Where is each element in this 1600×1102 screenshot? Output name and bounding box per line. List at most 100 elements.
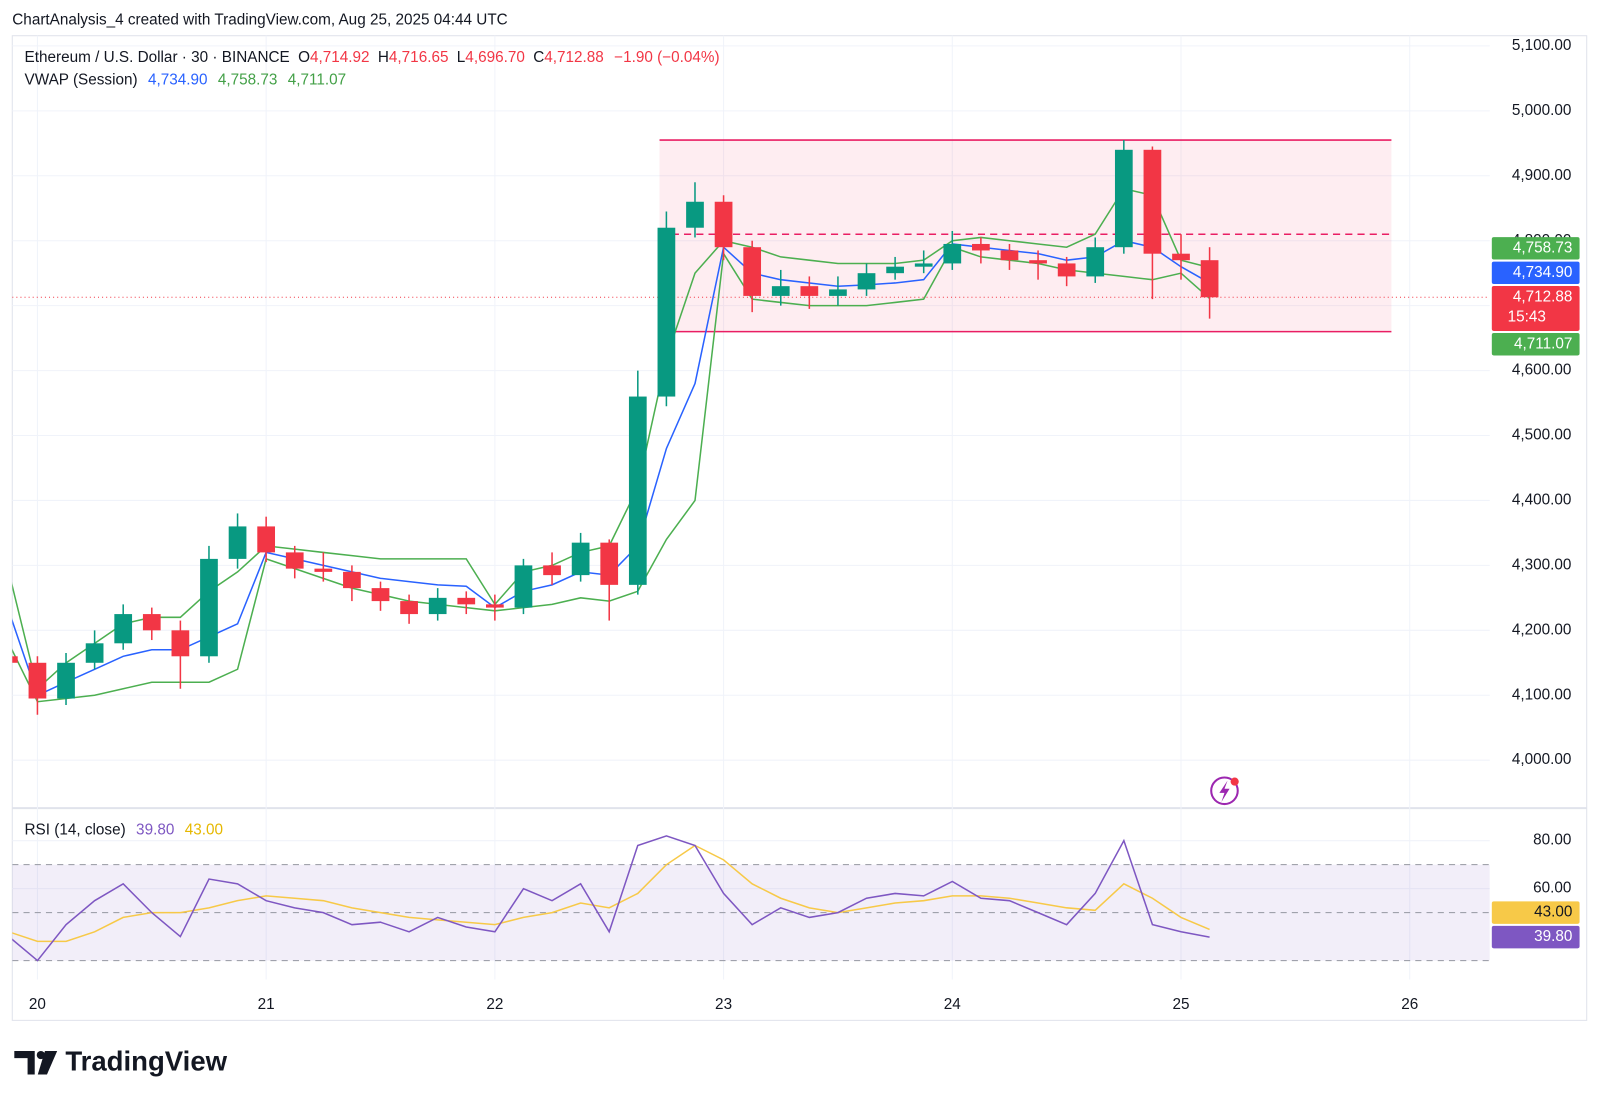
symbol-legend: Ethereum / U.S. Dollar · 30 · BINANCE O4… [25,49,720,66]
price-pane [12,139,1490,715]
y-tick-label: 4,100.00 [1512,686,1572,703]
price-label: 4,758.73 [1513,239,1573,256]
candle-body [457,597,476,605]
candle-body [400,601,418,615]
candle-body [829,289,847,296]
y-tick-label: 80.00 [1533,832,1571,849]
candle-body [914,263,933,267]
candle-body [1114,149,1133,248]
ohlc-value: 4,714.92 [310,49,370,66]
y-tick-label: 4,600.00 [1512,362,1572,379]
rsi-band [12,864,1490,961]
candle-body [571,542,590,576]
x-tick-label: 22 [486,996,503,1013]
candle-body [12,656,18,663]
vwap-value: 4,734.90 [148,72,208,89]
price-label-box [1491,332,1580,356]
ohlc-key: O [298,49,310,66]
x-tick-label: 24 [944,996,962,1013]
attribution: ChartAnalysis_4 created with TradingView… [12,11,507,28]
ohlc-value: 4,712.88 [544,49,604,66]
vwap-title: VWAP (Session) [25,72,138,89]
rsi-value: 39.80 [136,822,174,839]
candle-body [171,630,190,657]
price-label: 39.80 [1534,928,1572,945]
candle-body [485,604,504,608]
candle-body [771,286,790,296]
candle-body [114,614,133,644]
ohlc-value: 4,696.70 [465,49,525,66]
x-tick-label: 21 [258,996,275,1013]
y-tick-label: 4,400.00 [1512,491,1572,508]
rsi-line [12,835,1210,962]
price-label-box [1491,261,1580,285]
x-tick-label: 23 [715,996,732,1013]
price-label-box [1491,237,1580,260]
candle-body [28,662,47,699]
candle-body [714,201,733,248]
change: −1.90 (−0.04%) [614,49,719,66]
candle-body [657,227,676,397]
candle-body [228,526,247,559]
vwap-value: 4,758.73 [218,72,278,89]
price-label: 4,734.90 [1513,264,1573,281]
candle-body [1143,149,1162,254]
y-tick-label: 4,000.00 [1512,751,1572,768]
candle-body [1172,253,1190,261]
ohlc-key: H [378,49,389,66]
grid [12,35,1490,980]
y-tick-label: 4,200.00 [1512,621,1572,638]
y-tick-label: 60.00 [1533,880,1571,897]
candle-body [943,243,962,264]
candle-body [972,243,990,251]
rsi-title: RSI (14, close) [25,822,126,839]
candle-body [886,266,904,274]
candle-body [1086,247,1105,277]
rsi-ma-value: 43.00 [185,822,223,839]
candle-body [1057,263,1076,277]
candle-body [200,558,218,657]
candle-body [514,565,533,608]
price-label-box [1491,901,1580,924]
y-tick-label: 4,900.00 [1512,167,1572,184]
ohlc-value: 4,716.65 [389,49,449,66]
alert-icon[interactable] [1210,776,1239,806]
candle-body [600,542,619,585]
y-tick-label: 4,500.00 [1512,427,1572,444]
candle-body [857,273,876,290]
candle-body [743,247,762,296]
candle-body [142,614,161,631]
ohlc-key: C [533,49,544,66]
price-label-box [1491,286,1580,331]
countdown: 15:43 [1508,309,1546,326]
rsi-line [12,844,1210,943]
logo-text: TradingView [65,1046,227,1077]
candle-body [371,588,390,602]
logo [14,1050,58,1075]
candle-body [257,526,276,553]
y-tick-label: 5,000.00 [1512,102,1572,119]
price-label-box [1491,925,1580,949]
vwap-value: 4,711.07 [288,72,346,89]
candle-body [343,571,361,589]
price-label: 43.00 [1534,904,1572,921]
candle-body [543,565,561,576]
price-label: 4,711.07 [1514,335,1572,352]
candle-body [57,662,75,699]
candle-body [85,643,104,663]
candle-body [285,552,304,569]
candle-body [800,286,819,296]
candle-body [428,597,447,615]
x-tick-label: 26 [1401,996,1418,1013]
y-tick-label: 5,100.00 [1512,37,1572,54]
rsi-legend: RSI (14, close) 39.80 43.00 [25,822,223,839]
frame [11,35,1588,1021]
candle-body [314,568,333,572]
x-tick-label: 20 [29,996,46,1013]
candle-body [1000,250,1019,261]
axes: 20 21 22 23 24 25 26 4,000.00 4,100.00 4,200.00 4,… [29,37,1580,1013]
candle-body [628,396,647,585]
symbol: Ethereum / U.S. Dollar · 30 · BINANCE [25,49,290,66]
candle-body [686,201,704,228]
x-tick-label: 25 [1172,996,1189,1013]
